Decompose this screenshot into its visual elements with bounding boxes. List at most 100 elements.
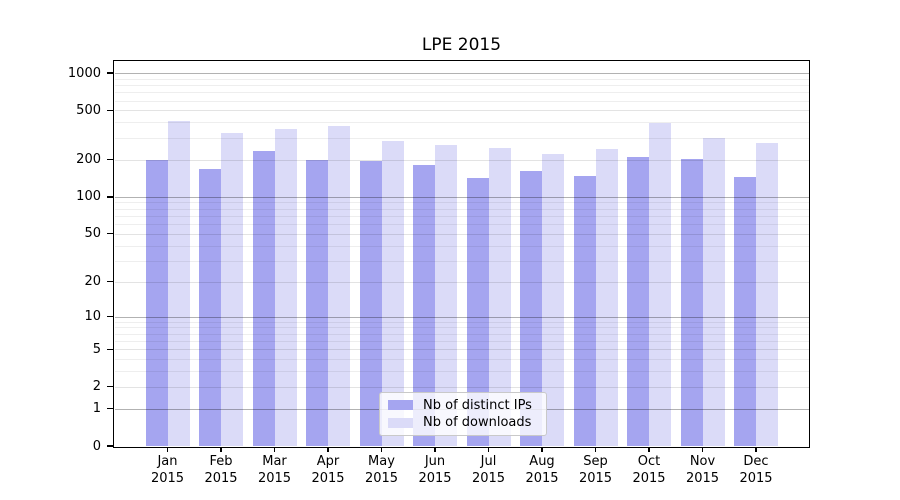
x-tick-label-month: Jul	[480, 454, 497, 469]
bar-distinct-ips-aug	[520, 171, 542, 446]
gridline-4	[114, 359, 809, 361]
x-tick-label-year: 2015	[578, 470, 613, 486]
bar-downloads-nov	[702, 137, 725, 446]
x-tick-label-jul: Jul 2015	[457, 454, 521, 487]
x-tick-11	[755, 447, 757, 452]
legend-item-downloads: Nb of downloads	[386, 415, 540, 430]
x-tick-label-month: Jun	[424, 454, 446, 469]
y-tick-1	[107, 407, 113, 410]
y-tick-2	[107, 385, 113, 388]
x-tick-label-mar: Mar 2015	[243, 454, 307, 487]
gridline-40	[114, 245, 809, 247]
x-tick-label-year: 2015	[471, 470, 506, 486]
gridline-5	[114, 349, 809, 351]
bar-distinct-ips-jul	[466, 177, 489, 446]
x-tick-7	[541, 447, 543, 452]
y-tick-100	[107, 196, 113, 198]
y-tick-label-0: 0	[92, 438, 101, 454]
x-tick-0	[166, 447, 169, 452]
x-tick-label-month: Nov	[689, 454, 716, 469]
x-tick-label-month: Dec	[743, 454, 769, 469]
x-tick-label-year: 2015	[632, 470, 666, 486]
x-tick-9	[648, 447, 650, 452]
bar-downloads-oct	[649, 123, 671, 446]
x-tick-1	[220, 447, 222, 452]
x-tick-label-aug: Aug 2015	[510, 454, 574, 487]
bar-downloads-mar	[274, 128, 297, 446]
y-tick-label-5: 5	[92, 341, 101, 357]
x-tick-label-month: Mar	[262, 454, 287, 469]
gridline-100	[114, 196, 809, 198]
gridline-7	[114, 333, 809, 335]
bar-distinct-ips-may	[359, 160, 382, 446]
x-tick-label-month: Jan	[157, 454, 178, 469]
gridline-2	[114, 386, 809, 388]
chart-title: LPE 2015	[421, 35, 502, 55]
y-tick-50	[107, 232, 113, 235]
x-tick-label-sep: Sep 2015	[564, 454, 628, 487]
x-tick-label-year: 2015	[364, 470, 399, 486]
gridline-9	[114, 321, 809, 323]
y-tick-5	[107, 348, 113, 351]
x-tick-label-month: Aug	[529, 454, 555, 469]
x-tick-3	[327, 447, 329, 452]
x-tick-label-feb: Feb 2015	[189, 454, 253, 487]
y-tick-0	[107, 445, 113, 447]
bar-downloads-aug	[542, 153, 564, 446]
legend-label-distinct-ips: Nb of distinct IPs	[423, 397, 532, 413]
y-tick-500	[107, 109, 113, 112]
legend-swatch-distinct-ips	[388, 400, 413, 410]
x-tick-label-year: 2015	[257, 470, 292, 486]
y-tick-label-200: 200	[76, 152, 101, 168]
x-tick-label-may: May 2015	[350, 454, 414, 487]
x-tick-label-year: 2015	[204, 470, 238, 486]
legend: Nb of distinct IPs Nb of downloads	[379, 392, 547, 436]
x-tick-label-jan: Jan 2015	[136, 454, 200, 487]
x-tick-label-oct: Oct 2015	[617, 454, 681, 487]
bar-distinct-ips-nov	[680, 159, 703, 446]
bar-downloads-jan	[167, 121, 190, 446]
x-tick-label-nov: Nov 2015	[671, 454, 735, 487]
y-tick-1000	[107, 72, 113, 74]
x-tick-label-month: Apr	[316, 454, 340, 469]
y-tick-label-500: 500	[76, 102, 101, 118]
x-tick-label-year: 2015	[685, 470, 720, 486]
y-tick-10	[107, 315, 113, 318]
x-tick-2	[273, 447, 276, 452]
gridline-400	[114, 122, 809, 124]
bar-distinct-ips-apr	[306, 160, 328, 446]
bar-downloads-may	[381, 141, 404, 446]
gridline-90	[114, 202, 809, 204]
y-tick-label-1: 1	[92, 401, 101, 417]
y-tick-label-2: 2	[92, 379, 101, 395]
bar-downloads-jul	[488, 147, 511, 446]
y-tick-label-100: 100	[76, 189, 101, 205]
x-tick-label-month: Sep	[583, 454, 608, 469]
gridline-20	[114, 281, 809, 283]
gridline-70	[114, 215, 809, 217]
gridline-800	[114, 85, 809, 87]
y-tick-label-20: 20	[84, 274, 101, 290]
x-tick-label-apr: Apr 2015	[296, 454, 360, 487]
gridline-60	[114, 224, 809, 226]
bar-distinct-ips-sep	[573, 175, 596, 446]
x-tick-label-month: May	[368, 454, 395, 469]
bar-downloads-dec	[756, 143, 778, 446]
bar-distinct-ips-dec	[734, 176, 756, 446]
x-tick-label-month: Oct	[637, 454, 661, 469]
x-tick-label-year: 2015	[311, 470, 345, 486]
y-tick-label-10: 10	[84, 309, 101, 325]
gridline-3	[114, 371, 809, 373]
gridline-80	[114, 208, 809, 210]
x-tick-label-month: Feb	[209, 454, 233, 469]
x-tick-label-year: 2015	[739, 470, 773, 486]
x-tick-label-jun: Jun 2015	[403, 454, 467, 487]
gridline-1000	[114, 73, 809, 75]
plot-area	[113, 60, 810, 448]
bar-downloads-feb	[221, 133, 243, 446]
x-tick-4	[380, 447, 383, 452]
x-tick-label-year: 2015	[525, 470, 559, 486]
gridline-200	[114, 159, 809, 161]
y-tick-label-1000: 1000	[67, 65, 101, 81]
